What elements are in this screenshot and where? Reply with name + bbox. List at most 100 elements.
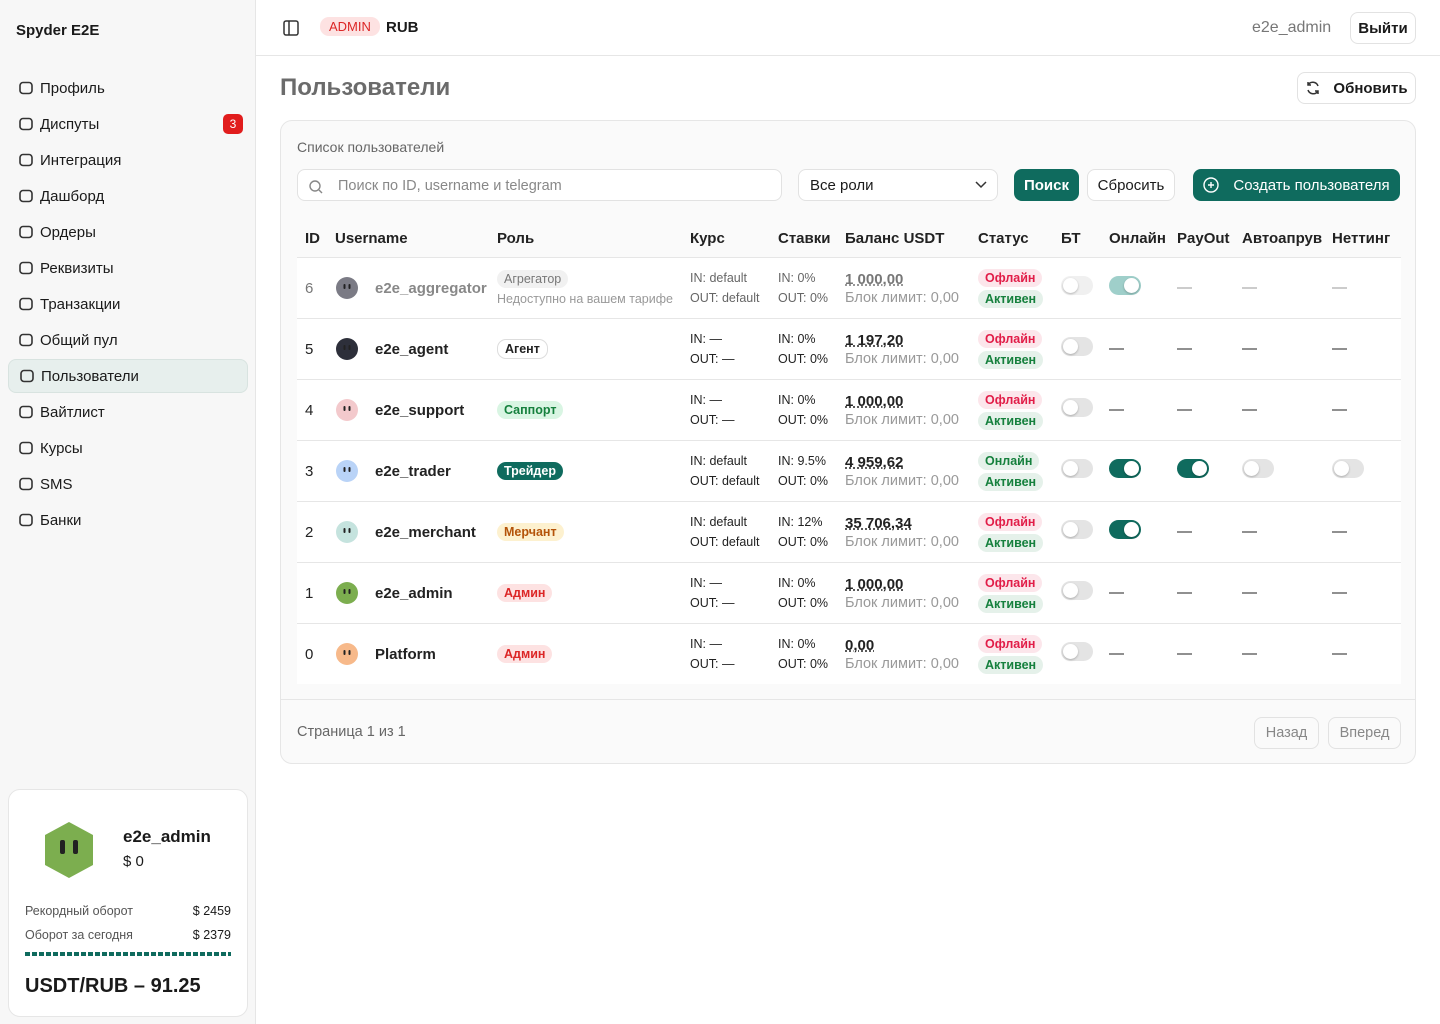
toggle[interactable] bbox=[1332, 459, 1364, 478]
role-select[interactable]: Все роли bbox=[798, 169, 998, 201]
nav-item[interactable]: Пользователи bbox=[8, 359, 248, 393]
toggle[interactable] bbox=[1061, 276, 1093, 295]
rate-cell: IN: — OUT: — bbox=[690, 390, 778, 430]
nav-item[interactable]: Вайтлист bbox=[8, 395, 248, 429]
toggle-knob bbox=[1063, 339, 1078, 354]
toggle[interactable] bbox=[1109, 276, 1141, 295]
toggle[interactable] bbox=[1061, 581, 1093, 600]
today-label: Оборот за сегодня bbox=[25, 928, 133, 942]
rate: USDT/RUB – 91.25 bbox=[25, 975, 201, 997]
avatar bbox=[336, 399, 358, 421]
toggle[interactable] bbox=[1242, 459, 1274, 478]
stake-in: IN: 0% bbox=[778, 271, 816, 285]
table-row: 0 Platform Админ IN: — OUT: — IN: 0% OUT: 0% 0,… bbox=[297, 623, 1401, 684]
toggle[interactable] bbox=[1109, 459, 1141, 478]
dash: — bbox=[1177, 340, 1192, 357]
user-cell: e2e_support bbox=[335, 398, 497, 422]
stake-out: OUT: 0% bbox=[778, 596, 829, 610]
block-limit: Блок лимит: 0,00 bbox=[845, 350, 959, 367]
rate-out: OUT: — bbox=[690, 352, 735, 366]
search-input[interactable]: Поиск по ID, username и telegram bbox=[297, 169, 782, 201]
nav-item[interactable]: Диспуты 3 bbox=[8, 107, 248, 141]
logout-button[interactable]: Выйти bbox=[1350, 12, 1416, 44]
dash: — bbox=[1332, 584, 1347, 601]
nav-badge: 3 bbox=[223, 114, 243, 134]
toggle[interactable] bbox=[1061, 642, 1093, 661]
role-badge: Админ bbox=[497, 645, 553, 663]
dash: — bbox=[1242, 523, 1257, 540]
dash: — bbox=[1332, 645, 1347, 662]
block-limit: Блок лимит: 0,00 bbox=[845, 411, 959, 428]
flag-cell bbox=[1061, 337, 1109, 361]
role-cell: Админ bbox=[497, 645, 690, 663]
flag-cell bbox=[1061, 276, 1109, 300]
toggle[interactable] bbox=[1061, 398, 1093, 417]
nav-label: Диспуты bbox=[40, 115, 100, 133]
avatar bbox=[336, 338, 358, 360]
toggle-knob bbox=[1063, 644, 1078, 659]
nav-item[interactable]: Ордеры bbox=[8, 215, 248, 249]
nav-item[interactable]: Транзакции bbox=[8, 287, 248, 321]
refresh-button[interactable]: Обновить bbox=[1297, 72, 1416, 104]
create-button[interactable]: Создать пользователя bbox=[1193, 169, 1400, 201]
nav-icon bbox=[20, 369, 34, 383]
rate-in: IN: — bbox=[690, 637, 722, 651]
nav-label: Курсы bbox=[40, 439, 83, 457]
prev-button[interactable]: Назад bbox=[1254, 717, 1319, 749]
role-cell: Саппорт bbox=[497, 401, 690, 419]
stake-out: OUT: 0% bbox=[778, 413, 829, 427]
block-limit: Блок лимит: 0,00 bbox=[845, 594, 959, 611]
flag-cell: — bbox=[1332, 340, 1401, 358]
username: e2e_merchant bbox=[375, 523, 476, 541]
nav-item[interactable]: Профиль bbox=[8, 71, 248, 105]
search-button[interactable]: Поиск bbox=[1014, 169, 1079, 201]
stake-in: IN: 9.5% bbox=[778, 454, 826, 468]
sidebar-toggle[interactable] bbox=[282, 19, 300, 37]
dash: — bbox=[1242, 279, 1257, 296]
nav-icon bbox=[19, 117, 33, 131]
user-id: 4 bbox=[305, 401, 314, 419]
next-button[interactable]: Вперед bbox=[1328, 717, 1401, 749]
nav-item[interactable]: Интеграция bbox=[8, 143, 248, 177]
rate-in: IN: — bbox=[690, 576, 722, 590]
rate-cell: IN: — OUT: — bbox=[690, 573, 778, 613]
column-header: PayOut bbox=[1177, 229, 1230, 247]
reset-button[interactable]: Сбросить bbox=[1087, 169, 1175, 201]
nav-label: Дашборд bbox=[40, 187, 105, 205]
role-select-value: Все роли bbox=[810, 177, 874, 194]
balance-cell: 1 197,20 Блок лимит: 0,00 bbox=[845, 332, 978, 367]
users-card: Список пользователей Поиск по ID, userna… bbox=[280, 120, 1416, 764]
nav-item[interactable]: Общий пул bbox=[8, 323, 248, 357]
column-header: Курс bbox=[690, 229, 725, 247]
role-badge: Агент bbox=[497, 339, 548, 359]
today-value: $ 2379 bbox=[192, 928, 231, 942]
nav-item[interactable]: SMS bbox=[8, 467, 248, 501]
balance-cell: 4 959,62 Блок лимит: 0,00 bbox=[845, 454, 978, 489]
nav-item[interactable]: Дашборд bbox=[8, 179, 248, 213]
flag-cell bbox=[1061, 398, 1109, 422]
profile-balance: $ 0 bbox=[123, 853, 144, 870]
flag-cell bbox=[1061, 520, 1109, 544]
status-cell: Офлайн Активен bbox=[978, 390, 1061, 430]
toggle[interactable] bbox=[1177, 459, 1209, 478]
toggle[interactable] bbox=[1109, 520, 1141, 539]
page-info: Страница 1 из 1 bbox=[297, 724, 406, 740]
nav-item[interactable]: Реквизиты bbox=[8, 251, 248, 285]
toggle[interactable] bbox=[1061, 337, 1093, 356]
dash: — bbox=[1177, 645, 1192, 662]
record-label: Рекордный оборот bbox=[25, 904, 134, 918]
toggle[interactable] bbox=[1061, 459, 1093, 478]
footer-divider bbox=[281, 699, 1415, 700]
role-badge: Мерчант bbox=[497, 523, 564, 541]
toggle-knob bbox=[1063, 400, 1078, 415]
dash: — bbox=[1177, 523, 1192, 540]
flag-cell: — bbox=[1332, 645, 1401, 663]
nav-item[interactable]: Курсы bbox=[8, 431, 248, 465]
balance-cell: 0,00 Блок лимит: 0,00 bbox=[845, 637, 978, 672]
dash: — bbox=[1242, 340, 1257, 357]
toggle[interactable] bbox=[1061, 520, 1093, 539]
user-cell: e2e_agent bbox=[335, 337, 497, 361]
status: Офлайн bbox=[978, 634, 1043, 653]
nav-item[interactable]: Банки bbox=[8, 503, 248, 537]
table-row: 1 e2e_admin Админ IN: — OUT: — IN: 0% OUT: 0% 1… bbox=[297, 562, 1401, 623]
